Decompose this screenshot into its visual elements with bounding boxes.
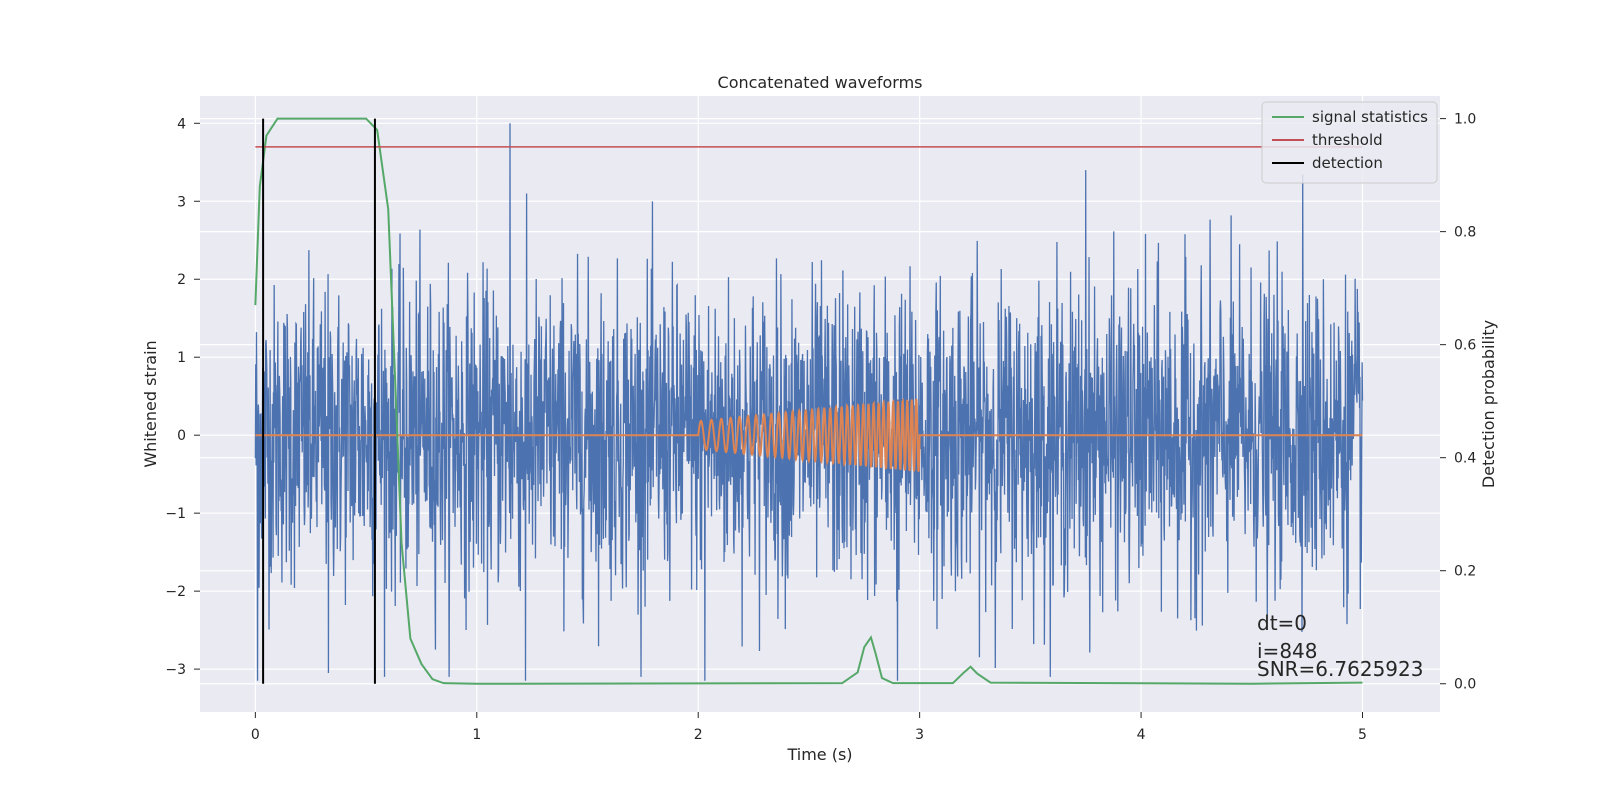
y-tick-label: 3	[177, 194, 186, 210]
y-axis-label: Whitened strain	[141, 340, 160, 467]
legend-box	[1261, 101, 1438, 184]
y-tick-label: −1	[165, 506, 186, 522]
chart-title: Concatenated waveforms	[718, 73, 923, 92]
y-tick-label: 1	[177, 350, 186, 366]
y-tick-label: 0	[177, 428, 186, 444]
legend-label: signal statistics	[1312, 108, 1428, 126]
x-axis-label: Time (s)	[786, 745, 852, 764]
x-tick-label: 2	[694, 727, 703, 743]
x-tick-label: 0	[251, 727, 260, 743]
annotation-text: dt=0	[1257, 611, 1307, 635]
x-tick-label: 1	[472, 727, 481, 743]
y2-axis-label: Detection probability	[1479, 320, 1498, 488]
series-layer	[254, 117, 1364, 685]
y-tick-label: 2	[177, 272, 186, 288]
x-tick-label: 4	[1137, 727, 1146, 743]
y2-tick-label: 0.0	[1454, 677, 1476, 693]
y-tick-label: −3	[165, 662, 186, 678]
annotation-text: i=848	[1257, 639, 1318, 663]
legend-label: threshold	[1312, 131, 1383, 149]
noise-series-line	[254, 123, 1364, 681]
signal-statistics-line	[254, 117, 1363, 685]
y2-tick-label: 0.6	[1454, 338, 1476, 354]
legend: signal statistics threshold detection	[1261, 101, 1438, 184]
y-tick-label: 4	[177, 116, 186, 132]
y2-tick-label: 0.4	[1454, 451, 1476, 467]
y2-tick-label: 1.0	[1454, 112, 1476, 128]
y2-tick-label: 0.2	[1454, 564, 1476, 580]
y2-tick-label: 0.8	[1454, 225, 1476, 241]
chirp-series-line	[255, 397, 1363, 472]
x-tick-label: 5	[1358, 727, 1367, 743]
annotation-text: SNR=6.7625923	[1257, 657, 1423, 681]
y-tick-label: −2	[165, 584, 186, 600]
legend-label: detection	[1312, 154, 1383, 172]
ticks: 0 1 2 3 4 5 4 3 2 1 0 −1 −2 −3 1.0 0.8 0.6 0.4 0.2 0.0	[165, 112, 1476, 743]
x-tick-label: 3	[915, 727, 924, 743]
